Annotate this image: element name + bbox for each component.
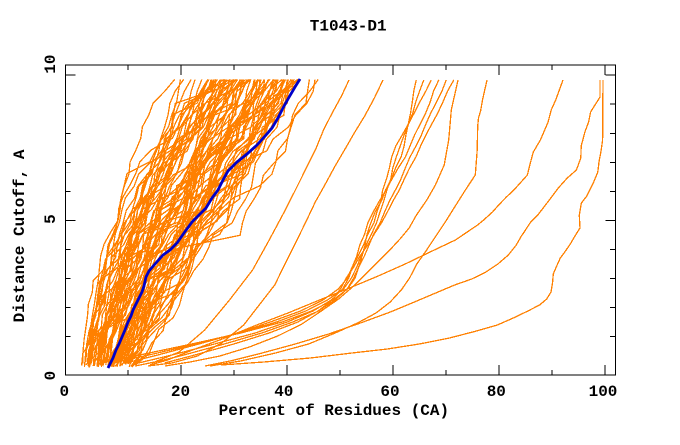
svg-text:10: 10 <box>42 54 60 73</box>
svg-text:5: 5 <box>42 214 60 224</box>
svg-text:0: 0 <box>42 371 60 381</box>
svg-text:100: 100 <box>589 383 618 401</box>
svg-text:0: 0 <box>59 383 69 401</box>
svg-text:40: 40 <box>274 383 293 401</box>
svg-text:20: 20 <box>171 383 190 401</box>
svg-text:80: 80 <box>487 383 506 401</box>
svg-text:T1043-D1: T1043-D1 <box>310 17 387 35</box>
svg-text:Percent of Residues (CA): Percent of Residues (CA) <box>219 402 449 420</box>
svg-text:60: 60 <box>380 383 399 401</box>
svg-text:Distance Cutoff, A: Distance Cutoff, A <box>11 149 29 322</box>
